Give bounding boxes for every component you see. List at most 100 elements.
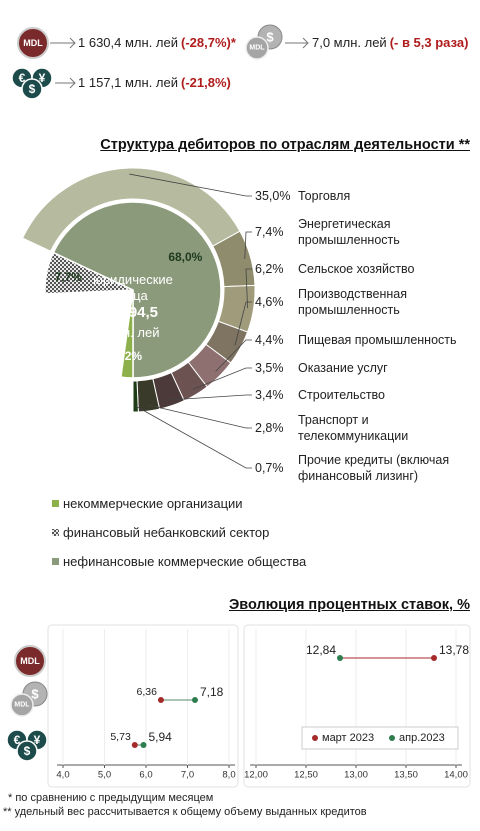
value-label: 7,18 (200, 685, 224, 699)
legend-label: некоммерческие организации (63, 496, 243, 511)
stat-amount: 1 157,1 млн. лей (78, 75, 178, 90)
legend-label: нефинансовые коммерческие общества (63, 554, 307, 569)
x-tick-label: 12,50 (294, 770, 318, 781)
x-tick-label: 13,50 (394, 770, 418, 781)
footnote: ** удельный вес рассчитывается к общему … (3, 806, 367, 818)
leader-line (148, 404, 252, 429)
x-tick-label: 6,0 (139, 770, 152, 781)
outer-category-label: Транспорт и телекоммуникации (298, 413, 409, 443)
center-value: 2 794,5 (107, 304, 159, 321)
dot (191, 697, 198, 703)
legend-swatch (52, 529, 59, 536)
dot (131, 742, 138, 748)
leader-line (135, 405, 252, 469)
value-label: 13,78 (439, 643, 469, 657)
stat: 1 157,1 млн. лей (-21,8%) (78, 75, 231, 90)
outer-value-label: 4,4% (255, 333, 284, 347)
icon (245, 36, 269, 60)
outer-value-label: 6,2% (255, 262, 284, 276)
icon (16, 740, 38, 762)
leader-line (170, 394, 252, 401)
outer-category-label: Сельское хозяйство (298, 262, 415, 276)
icon-text: € (14, 733, 21, 747)
legend-label: апр.2023 (399, 732, 445, 744)
x-tick-label: 8,0 (222, 770, 235, 781)
leader-line (234, 301, 252, 346)
leader-line (245, 268, 252, 309)
x-tick-label: 7,0 (181, 770, 194, 781)
rates-title: Эволюция процентных ставок, % (228, 597, 470, 613)
donut-title: Структура дебиторов по отраслям деятельн… (100, 137, 470, 153)
stat-change: (-28,7%)* (181, 35, 236, 50)
icon-text: ¥ (39, 71, 46, 85)
value-label: 12,84 (306, 643, 336, 657)
legend-label: март 2023 (322, 732, 374, 744)
arrow-head (302, 37, 309, 49)
stat-change: (-21,8%) (181, 75, 231, 90)
arrow-head (69, 77, 76, 89)
x-tick-label: 5,0 (98, 770, 111, 781)
x-tick-label: 12,00 (244, 770, 268, 781)
value-label: 6,36 (137, 686, 158, 698)
outer-category-label: Прочие кредиты (включая финансовый лизин… (298, 453, 450, 483)
outer-value-label: 2,8% (255, 421, 284, 435)
outer-value-label: 4,6% (255, 295, 284, 309)
icon-text: MDL (14, 702, 30, 709)
inner-value-label: 7,7% (55, 270, 83, 284)
stat: 1 630,4 млн. лей (-28,7%)* (78, 35, 236, 50)
legend-swatch (52, 500, 59, 507)
icon-text: MDL (249, 45, 265, 52)
leader-line (192, 367, 252, 390)
icon-text: $ (24, 744, 31, 758)
value-label: 5,73 (110, 731, 131, 743)
panel (243, 624, 471, 788)
legend-swatch (52, 558, 59, 565)
inner-segment (120, 289, 134, 379)
icon-text: $ (29, 82, 36, 96)
x-tick-label: 14,00 (444, 770, 468, 781)
x-tick-label: 4,0 (56, 770, 69, 781)
dot (140, 742, 147, 748)
inner-value-label: 2,2% (115, 349, 143, 363)
legend-label: финансовый небанковский сектор (63, 525, 270, 540)
legend-dot (389, 735, 395, 741)
outer-value-label: 35,0% (255, 189, 291, 203)
outer-category-label: Торговля (298, 189, 351, 203)
outer-category-label: Строительство (298, 388, 385, 402)
outer-category-label: Энергетическая промышленность (298, 217, 400, 247)
outer-category-label: Производственная промышленность (298, 287, 408, 317)
icon-text: MDL (23, 38, 43, 48)
x-tick-label: 13,00 (344, 770, 368, 781)
dot (157, 697, 164, 703)
legend-box (301, 726, 459, 750)
leader-line (215, 339, 252, 372)
stat-change: (- в 5,3 раза) (389, 35, 469, 50)
icon-text: $ (31, 687, 39, 702)
stat: 7,0 млн. лей (- в 5,3 раза) (312, 35, 468, 50)
inner-segment (52, 201, 222, 379)
icon-text: ¥ (34, 733, 41, 747)
outer-category-label: Оказание услуг (298, 361, 388, 375)
outer-value-label: 7,4% (255, 225, 284, 239)
outer-segment (132, 380, 139, 413)
stat-amount: 1 630,4 млн. лей (78, 35, 178, 50)
icon-text: MDL (20, 656, 40, 666)
stat-amount: 7,0 млн. лей (312, 35, 387, 50)
icon (10, 693, 34, 717)
icon (14, 645, 46, 677)
icon (21, 78, 43, 100)
arrow-head (69, 37, 76, 49)
footnote: * по сравнению с предыдущим месяцем (8, 792, 214, 804)
panel (47, 624, 239, 788)
inner-value-label: 68,0% (168, 250, 202, 264)
center-label: юридические лица (93, 272, 173, 303)
leader-line (244, 231, 252, 260)
dot (431, 655, 437, 661)
icon (17, 27, 49, 59)
legend-dot (312, 735, 318, 741)
outer-value-label: 3,5% (255, 361, 284, 375)
icon-text: € (19, 71, 26, 85)
dot (337, 655, 343, 661)
